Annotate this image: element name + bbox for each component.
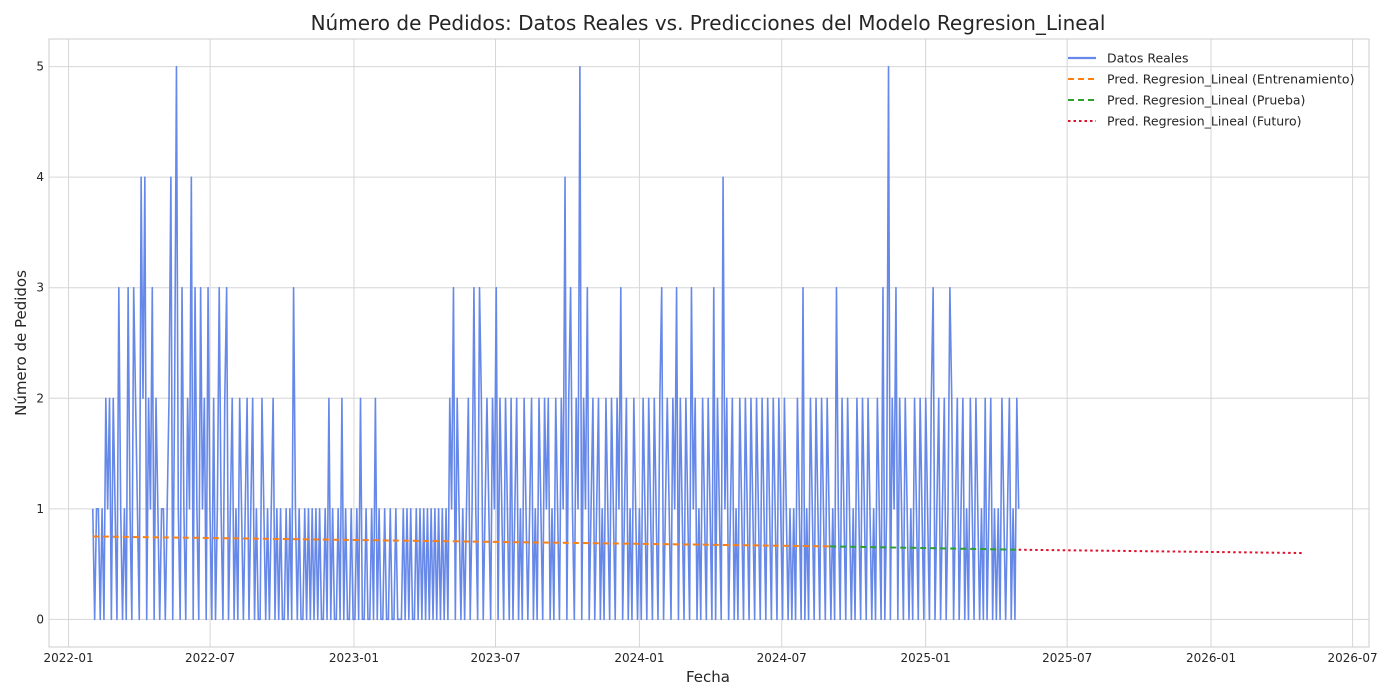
legend-label-3: Pred. Regresion_Lineal (Futuro) [1107,114,1302,129]
legend: Datos Reales Pred. Regresion_Lineal (Entr… [1068,51,1354,129]
y-tick-label: 0 [36,612,44,626]
y-tick-labels: 0 1 2 3 4 5 [36,60,44,627]
grid [49,39,1369,647]
x-tick-labels: 2022-01 2022-07 2023-01 2023-07 2024-01 2024-… [43,651,1377,665]
x-tick-label: 2026-07 [1328,651,1378,665]
legend-label-1: Pred. Regresion_Lineal (Entrenamiento) [1107,72,1354,87]
x-tick-label: 2023-01 [329,651,379,665]
legend-label-0: Datos Reales [1107,51,1188,66]
x-tick-label: 2024-07 [757,651,807,665]
plot-frame [48,38,1370,648]
series-line-1 [92,535,831,548]
series-line-3 [1018,548,1305,555]
x-tick-label: 2024-01 [614,651,664,665]
x-tick-label: 2022-07 [185,651,235,665]
series-line-2 [830,545,1019,551]
y-tick-label: 4 [36,170,44,184]
x-tick-label: 2026-01 [1186,651,1236,665]
y-tick-label: 1 [36,502,44,516]
x-tick-label: 2025-01 [901,651,951,665]
y-tick-label: 3 [36,281,44,295]
y-tick-label: 5 [36,60,44,74]
x-tick-label: 2023-07 [470,651,520,665]
x-tick-label: 2025-07 [1042,651,1092,665]
y-axis-label: Número de Pedidos [12,270,30,416]
chart-title: Número de Pedidos: Datos Reales vs. Pred… [311,11,1106,35]
legend-label-2: Pred. Regresion_Lineal (Prueba) [1107,93,1305,108]
series-line-0 [91,65,1020,621]
y-tick-label: 2 [36,391,44,405]
x-tick-label: 2022-01 [43,651,93,665]
series-layer [91,65,1305,621]
x-axis-label: Fecha [686,668,730,686]
